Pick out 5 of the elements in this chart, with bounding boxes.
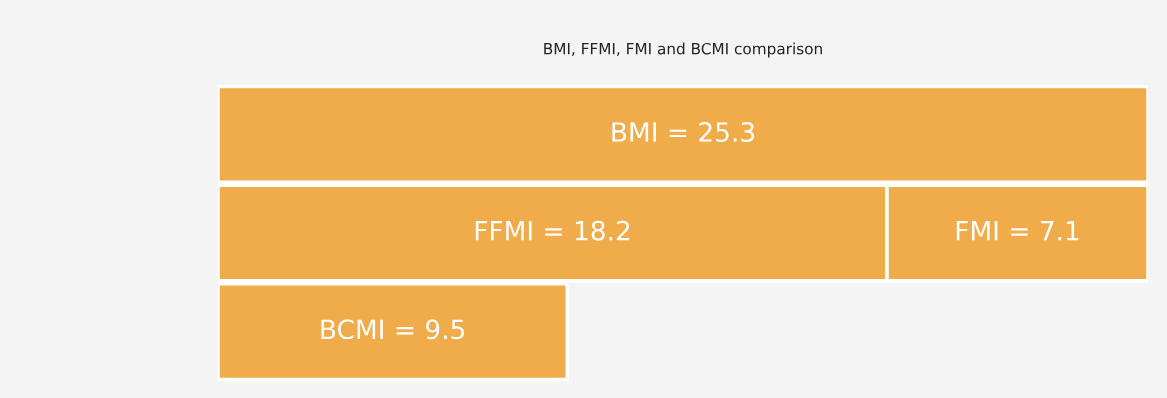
data-label: BMI = 25.3 [612, 122, 755, 142]
chart-title: BMI, FFMI, FMI and BCMI comparison [544, 42, 822, 58]
data-label: FMI = 7.1 [956, 221, 1079, 241]
data-label: BCMI = 9.5 [321, 319, 465, 340]
data-label: FFMI = 18.2 [475, 220, 630, 241]
